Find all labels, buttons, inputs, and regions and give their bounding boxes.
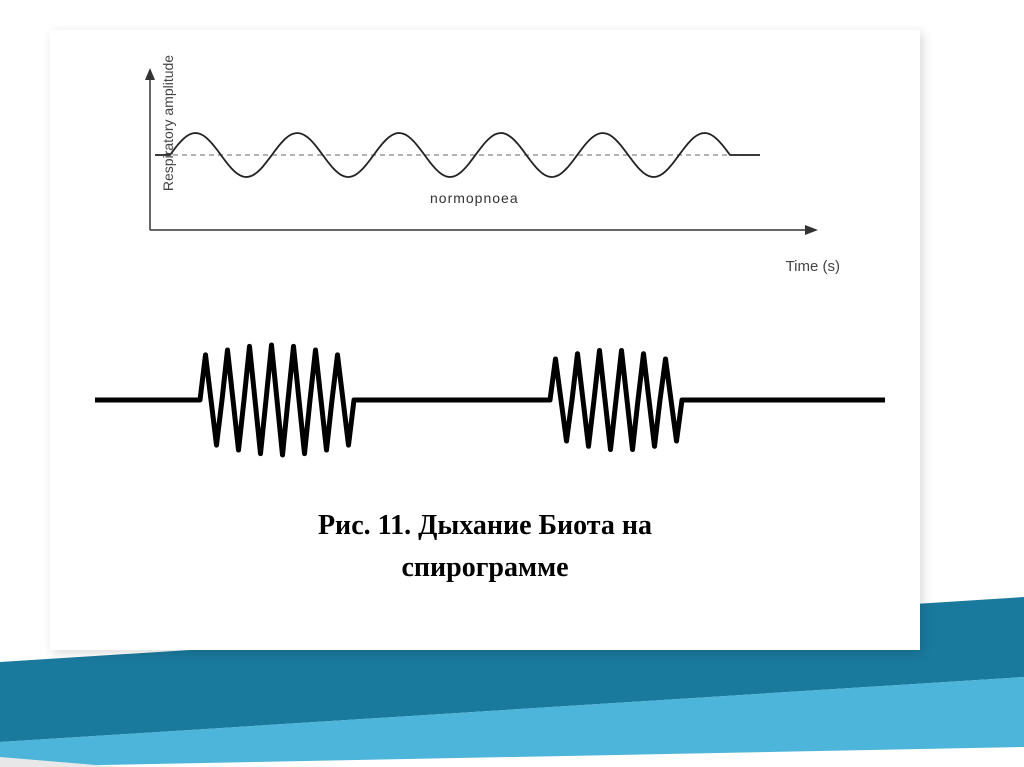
biot-wave-path: [95, 345, 885, 455]
normopnoea-chart: Respiratory amplitude Time (s) normopnoe…: [110, 60, 850, 260]
normopnoea-svg: [110, 60, 850, 260]
figure-caption: Рис. 11. Дыхание Биота на спирограмме: [50, 505, 920, 589]
wave-label: normopnoea: [430, 190, 519, 206]
caption-line-1: Рис. 11. Дыхание Биота на: [50, 505, 920, 547]
y-axis-arrow: [145, 68, 155, 80]
bg-triangle-corner: [0, 757, 120, 767]
biot-wave-svg: [90, 330, 890, 470]
x-axis-label: Time (s): [786, 258, 840, 275]
bg-triangle-bottom: [0, 677, 1024, 767]
y-axis-label: Respiratory amplitude: [160, 55, 176, 191]
biot-wave-chart: [90, 330, 890, 470]
content-card: Respiratory amplitude Time (s) normopnoe…: [50, 30, 920, 650]
x-axis-arrow: [805, 225, 818, 235]
caption-line-2: спирограмме: [50, 547, 920, 589]
